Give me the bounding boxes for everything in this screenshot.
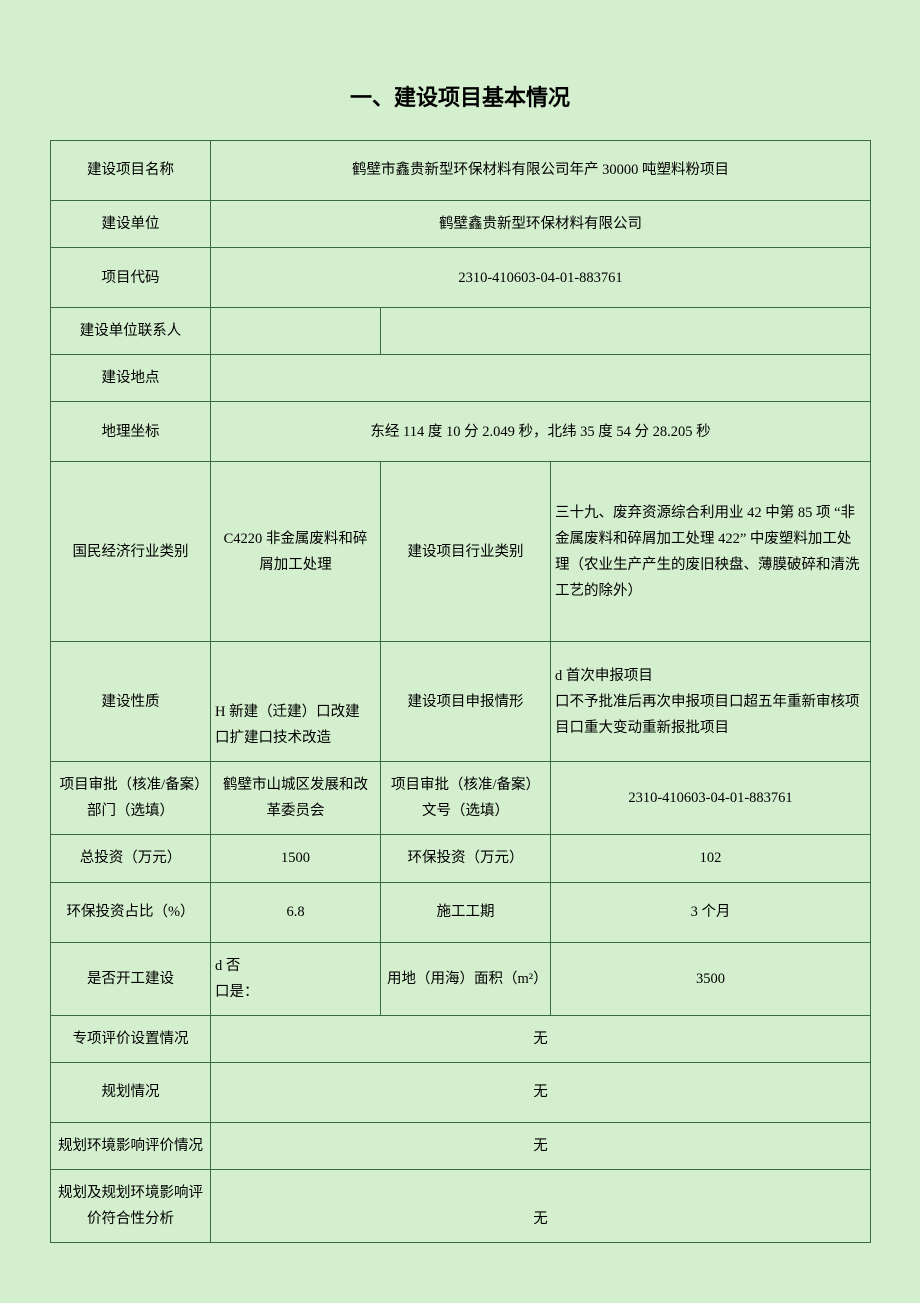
value-project-name: 鹤壁市鑫贵新型环保材料有限公司年产 30000 吨塑料粉项目 (211, 141, 871, 201)
label-duration: 施工工期 (381, 882, 551, 942)
label-project-name: 建设项目名称 (51, 141, 211, 201)
value-plan-compliance: 无 (211, 1169, 871, 1242)
label-planning: 规划情况 (51, 1062, 211, 1122)
table-row: 环保投资占比（%） 6.8 施工工期 3 个月 (51, 882, 871, 942)
label-started: 是否开工建设 (51, 942, 211, 1015)
table-row: 地理坐标 东经 114 度 10 分 2.049 秒，北纬 35 度 54 分 … (51, 402, 871, 462)
value-special-eval: 无 (211, 1015, 871, 1062)
value-total-invest: 1500 (211, 835, 381, 882)
label-land-area: 用地（用海）面积（m²） (381, 942, 551, 1015)
label-special-eval: 专项评价设置情况 (51, 1015, 211, 1062)
label-build-addr: 建设地点 (51, 355, 211, 402)
value-env-ratio: 6.8 (211, 882, 381, 942)
table-row: 总投资（万元） 1500 环保投资（万元） 102 (51, 835, 871, 882)
value-declare-type: d 首次申报项目口不予批准后再次申报项目口超五年重新审核项目口重大变动重新报批项… (551, 642, 871, 762)
value-started: d 否口是： (211, 942, 381, 1015)
label-approval-no: 项目审批（核准/备案）文号（选填） (381, 762, 551, 835)
value-plan-env-eval: 无 (211, 1122, 871, 1169)
label-env-ratio: 环保投资占比（%） (51, 882, 211, 942)
value-contact-b (381, 308, 871, 355)
table-row: 建设地点 (51, 355, 871, 402)
project-info-table: 建设项目名称 鹤壁市鑫贵新型环保材料有限公司年产 30000 吨塑料粉项目 建设… (50, 140, 871, 1243)
label-declare-type: 建设项目申报情形 (381, 642, 551, 762)
label-contact: 建设单位联系人 (51, 308, 211, 355)
table-row: 项目审批（核准/备案）部门（选填） 鹤壁市山城区发展和改革委员会 项目审批（核准… (51, 762, 871, 835)
label-env-invest: 环保投资（万元） (381, 835, 551, 882)
table-row: 建设项目名称 鹤壁市鑫贵新型环保材料有限公司年产 30000 吨塑料粉项目 (51, 141, 871, 201)
value-build-unit: 鹤壁鑫贵新型环保材料有限公司 (211, 201, 871, 248)
table-row: 项目代码 2310-410603-04-01-883761 (51, 248, 871, 308)
section-title: 一、建设项目基本情况 (50, 80, 870, 112)
label-plan-env-eval: 规划环境影响评价情况 (51, 1122, 211, 1169)
table-row: 国民经济行业类别 C4220 非金属废料和碎屑加工处理 建设项目行业类别 三十九… (51, 462, 871, 642)
table-row: 专项评价设置情况 无 (51, 1015, 871, 1062)
label-econ-cat: 国民经济行业类别 (51, 462, 211, 642)
label-project-code: 项目代码 (51, 248, 211, 308)
value-env-invest: 102 (551, 835, 871, 882)
label-total-invest: 总投资（万元） (51, 835, 211, 882)
label-approval-dept: 项目审批（核准/备案）部门（选填） (51, 762, 211, 835)
table-row: 规划环境影响评价情况 无 (51, 1122, 871, 1169)
value-coord: 东经 114 度 10 分 2.049 秒，北纬 35 度 54 分 28.20… (211, 402, 871, 462)
table-row: 建设单位联系人 (51, 308, 871, 355)
label-plan-compliance: 规划及规划环境影响评价符合性分析 (51, 1169, 211, 1242)
value-industry-cat: 三十九、废弃资源综合利用业 42 中第 85 项 “非金属废料和碎屑加工处理 4… (551, 462, 871, 642)
value-build-nature: H 新建（迁建）口改建口扩建口技术改造 (211, 642, 381, 762)
value-planning: 无 (211, 1062, 871, 1122)
value-econ-cat: C4220 非金属废料和碎屑加工处理 (211, 462, 381, 642)
label-industry-cat: 建设项目行业类别 (381, 462, 551, 642)
value-contact-a (211, 308, 381, 355)
table-row: 规划情况 无 (51, 1062, 871, 1122)
label-build-unit: 建设单位 (51, 201, 211, 248)
table-row: 建设单位 鹤壁鑫贵新型环保材料有限公司 (51, 201, 871, 248)
label-coord: 地理坐标 (51, 402, 211, 462)
table-row: 建设性质 H 新建（迁建）口改建口扩建口技术改造 建设项目申报情形 d 首次申报… (51, 642, 871, 762)
value-land-area: 3500 (551, 942, 871, 1015)
value-approval-no: 2310-410603-04-01-883761 (551, 762, 871, 835)
table-row: 是否开工建设 d 否口是： 用地（用海）面积（m²） 3500 (51, 942, 871, 1015)
value-build-addr (211, 355, 871, 402)
value-project-code: 2310-410603-04-01-883761 (211, 248, 871, 308)
value-duration: 3 个月 (551, 882, 871, 942)
value-approval-dept: 鹤壁市山城区发展和改革委员会 (211, 762, 381, 835)
table-row: 规划及规划环境影响评价符合性分析 无 (51, 1169, 871, 1242)
label-build-nature: 建设性质 (51, 642, 211, 762)
